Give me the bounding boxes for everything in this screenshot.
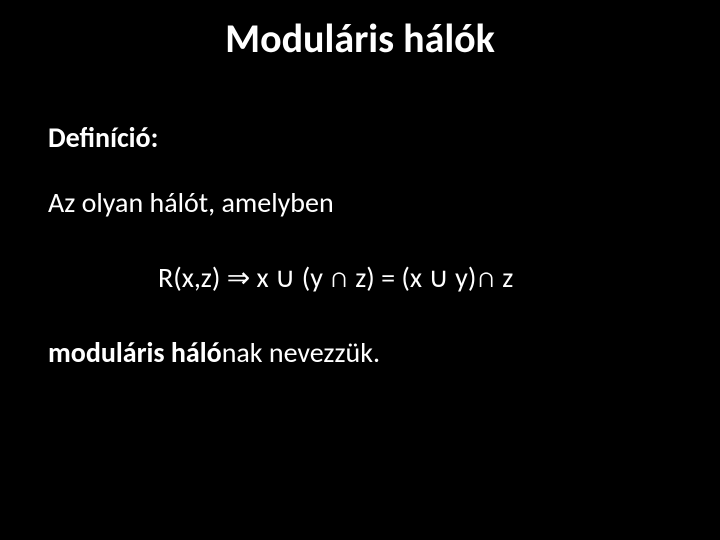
formula-text: R(x,z) ⇒ x ∪ (y ∩ z) = (x ∪ y)∩ z — [158, 260, 672, 295]
slide-body: Definíció: Az olyan hálót, amelyben R(x,… — [48, 120, 672, 370]
closing-rest: nak nevezzük. — [222, 335, 380, 370]
slide: Moduláris hálók Definíció: Az olyan háló… — [0, 0, 720, 540]
closing-text: moduláris hálónak nevezzük. — [48, 335, 672, 370]
slide-title: Moduláris hálók — [0, 14, 720, 63]
definition-label: Definíció: — [48, 120, 672, 155]
intro-text: Az olyan hálót, amelyben — [48, 185, 672, 220]
closing-bold: moduláris háló — [48, 335, 222, 370]
